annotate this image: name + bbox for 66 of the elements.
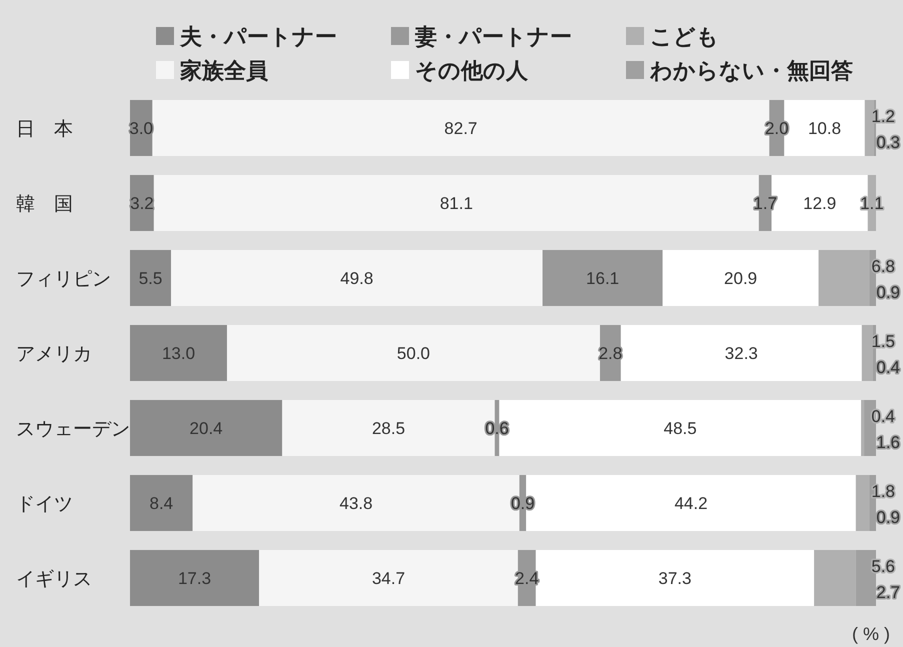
y-tick-label: スウェーデン (16, 419, 130, 440)
bar (856, 475, 870, 531)
bar (864, 100, 874, 156)
data-label: 48.5 (664, 419, 697, 438)
bar (862, 325, 874, 381)
bar (620, 325, 862, 381)
data-label: 2.7 (876, 583, 900, 602)
data-label: 0.4 (871, 407, 895, 426)
bar (130, 550, 260, 606)
legend-label: 妻・パートナー (414, 24, 572, 49)
data-label: 37.3 (658, 569, 692, 588)
data-label: 5.5 (138, 269, 162, 288)
y-tick-label: アメリカ (16, 344, 92, 365)
data-label: 5.6 (871, 557, 895, 576)
data-label: 17.3 (178, 569, 212, 588)
bar (542, 250, 663, 306)
data-label: 1.5 (871, 332, 895, 351)
legend-label: その他の人 (415, 58, 529, 83)
data-label: 12.9 (803, 194, 836, 213)
y-tick-label: イギリス (16, 569, 92, 590)
legend-label: 家族全員 (179, 58, 268, 83)
data-label: 16.1 (586, 269, 620, 288)
data-label: 0.9 (876, 283, 900, 302)
data-label: 81.1 (440, 194, 473, 213)
data-label: 44.2 (674, 494, 708, 513)
data-label: 0.9 (876, 508, 900, 527)
bar (818, 250, 870, 306)
legend-label: こども (650, 24, 719, 49)
text: ( % ) (852, 624, 890, 644)
bar (130, 400, 282, 456)
data-label: 28.5 (372, 419, 406, 438)
data-label: 43.8 (339, 494, 373, 513)
data-label: 32.3 (724, 344, 758, 363)
bar (130, 325, 227, 381)
data-label: 1.2 (871, 107, 895, 126)
data-label: 20.9 (724, 269, 758, 288)
data-label: 1.6 (876, 433, 900, 452)
bar (226, 325, 600, 381)
legend-label: わからない・無回答 (649, 58, 853, 83)
data-label: 6.8 (871, 257, 895, 276)
data-label: 3.2 (130, 194, 154, 213)
bar (171, 250, 543, 306)
bar (662, 250, 819, 306)
data-label: 20.4 (190, 419, 223, 438)
data-label: 50.0 (396, 344, 430, 363)
data-label: 10.8 (808, 119, 842, 138)
data-label: 49.8 (340, 269, 374, 288)
bar (814, 550, 856, 606)
y-tick-label: 韓 国 (16, 194, 73, 215)
bar (130, 475, 193, 531)
data-label: 0.3 (876, 133, 900, 152)
y-tick-label: フィリピン (16, 269, 111, 290)
data-label: 0.4 (876, 358, 900, 377)
data-label: 82.7 (444, 119, 478, 138)
bar (861, 400, 864, 456)
data-label: 3.0 (129, 119, 154, 138)
data-label: 8.4 (150, 494, 174, 513)
data-label: 1.1 (860, 194, 884, 213)
data-label: 13.0 (162, 344, 196, 363)
data-label: 0.6 (485, 419, 509, 438)
data-label: 34.7 (372, 569, 406, 588)
legend-label: 夫・パートナー (179, 24, 337, 49)
data-label: 1.8 (871, 482, 895, 501)
data-label: 0.9 (510, 494, 535, 513)
y-tick-label: 日 本 (16, 119, 73, 140)
y-tick-label: ドイツ (16, 494, 73, 515)
